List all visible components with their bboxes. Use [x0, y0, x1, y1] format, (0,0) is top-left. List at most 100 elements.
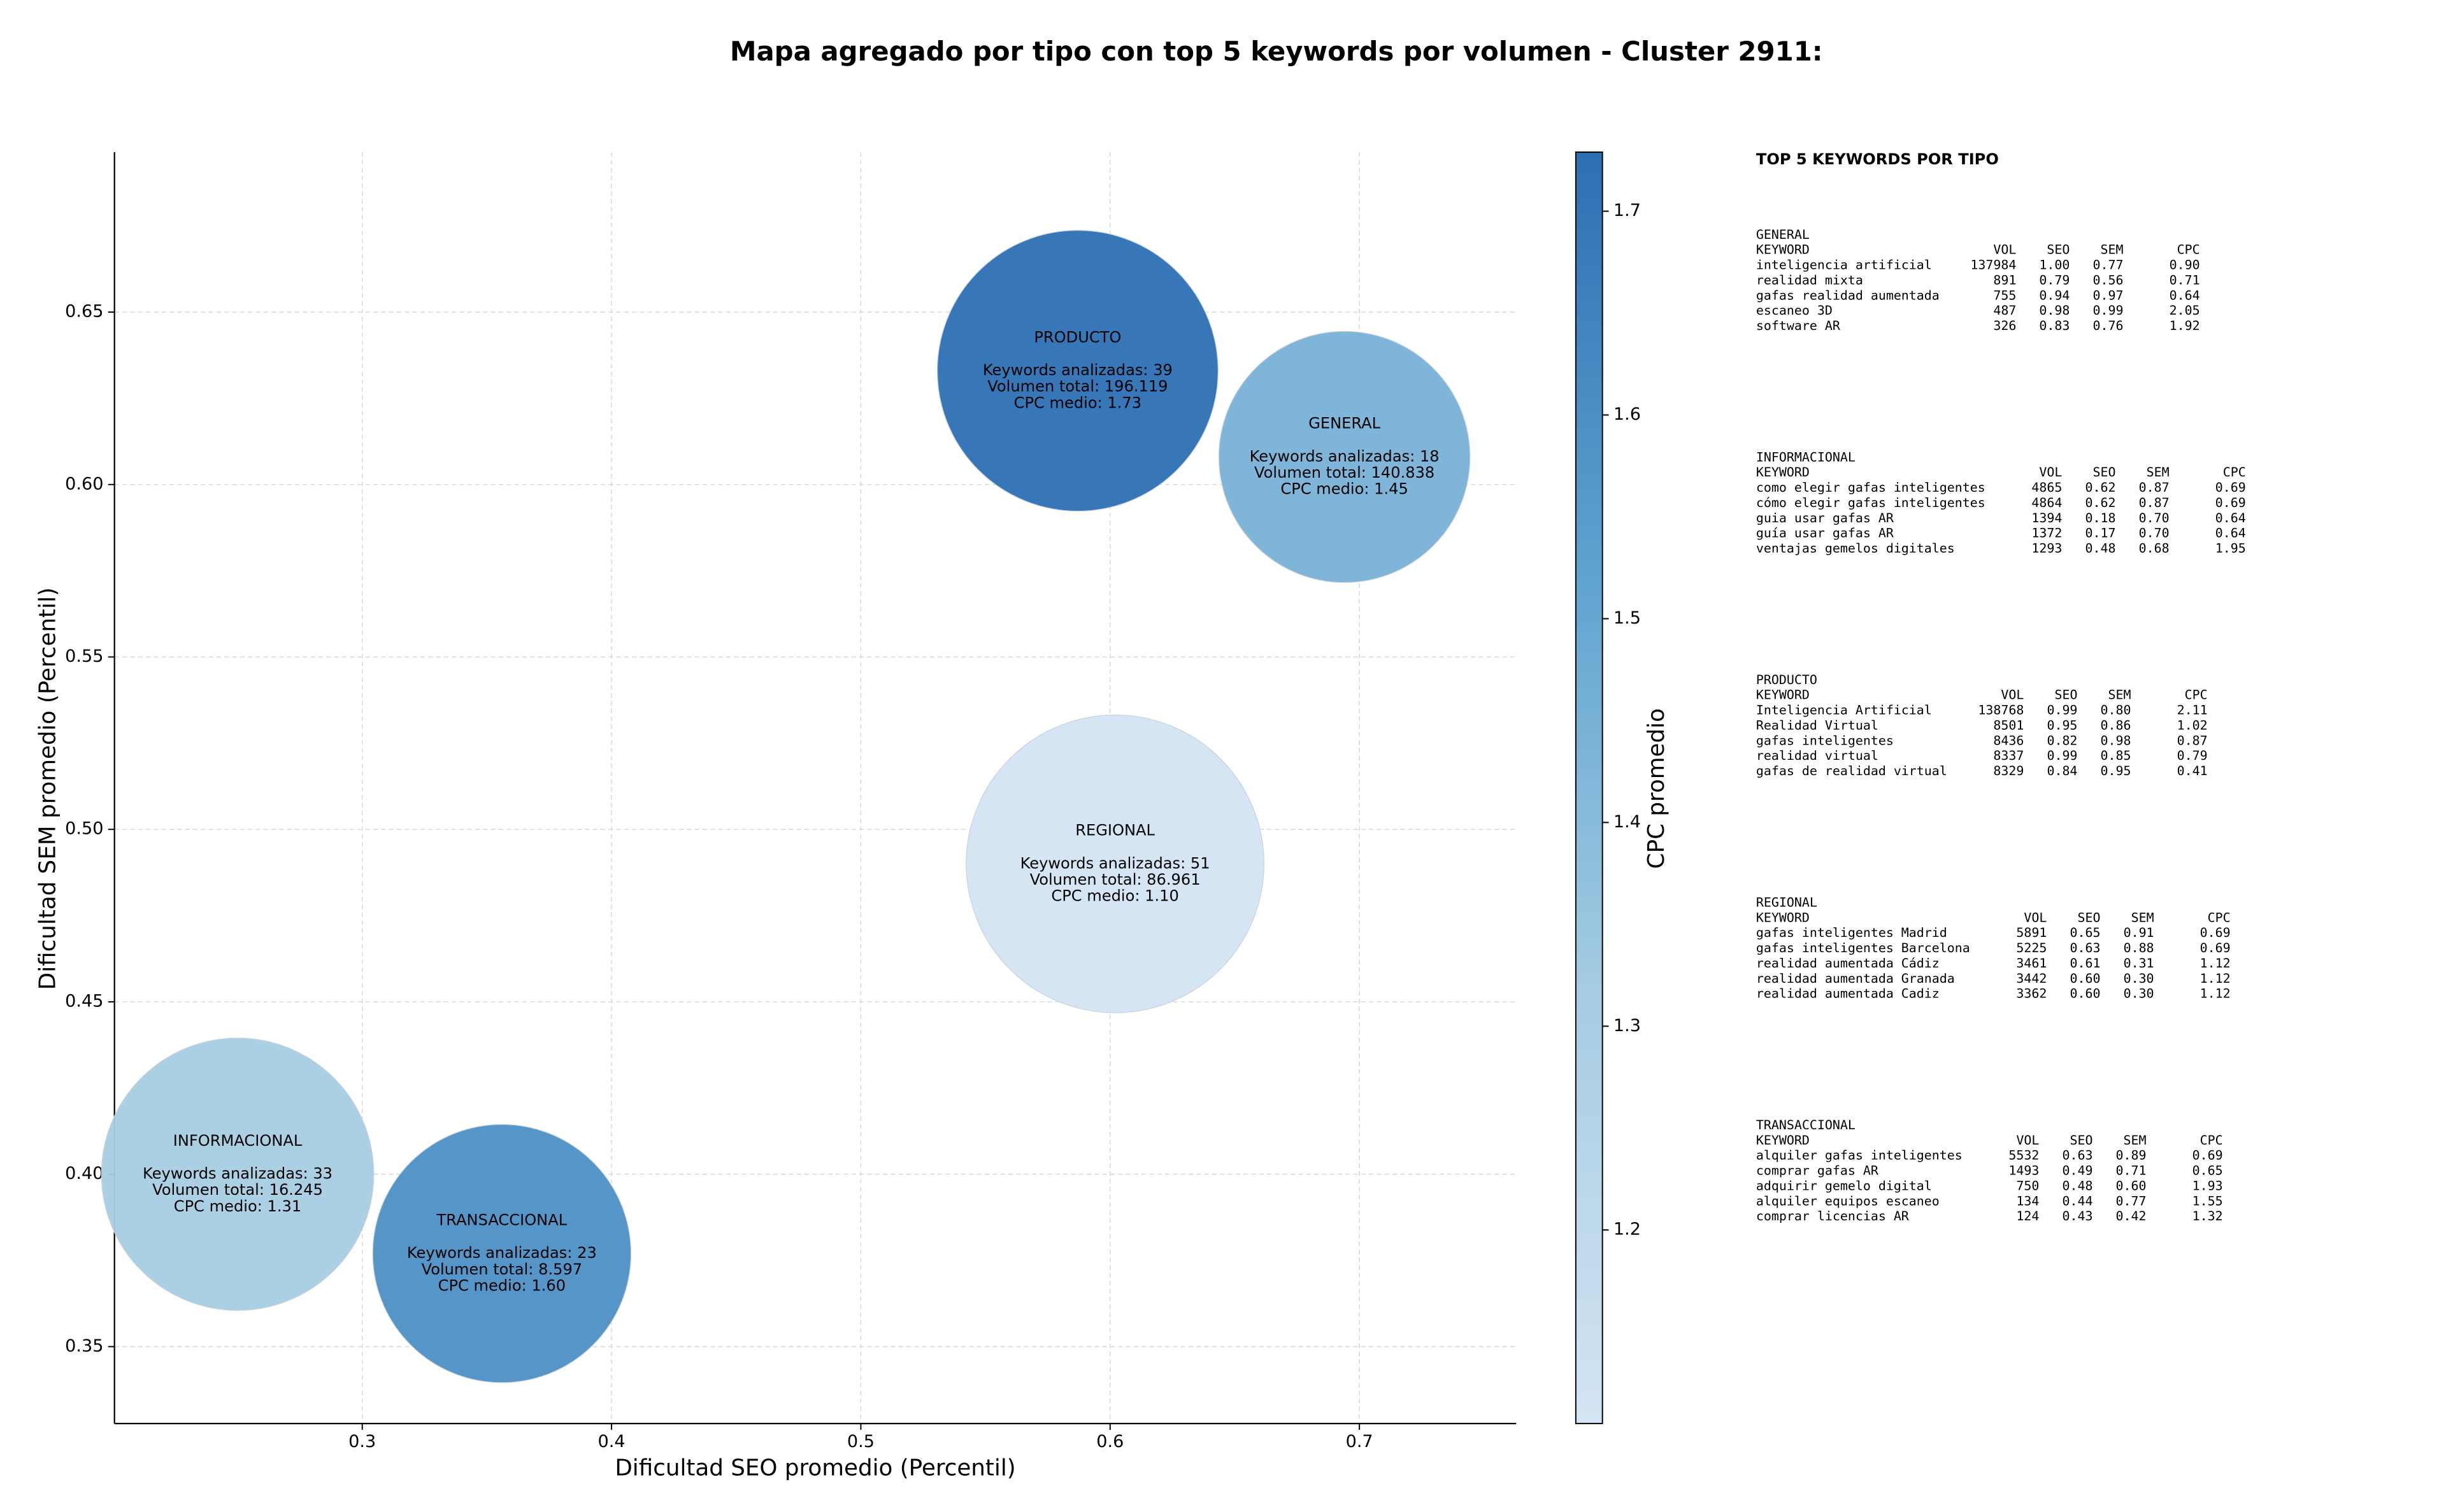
- table-cell: 0.65: [2192, 1164, 2223, 1178]
- table-cell: 1.12: [2200, 987, 2231, 1001]
- table-cell: 0.77: [2093, 258, 2124, 273]
- table-header: SEM: [2101, 243, 2124, 257]
- table-cell: 0.69: [2200, 941, 2231, 955]
- table-header: CPC: [2223, 465, 2246, 480]
- table-cell: Realidad Virtual: [1756, 718, 1878, 732]
- colorbar-label: CPC promedio: [1643, 708, 1670, 869]
- table-cell: 0.63: [2062, 1148, 2092, 1163]
- table-cell: 0.95: [2101, 764, 2131, 778]
- table-header: KEYWORD: [1756, 465, 1810, 480]
- table-cell: 0.94: [2039, 288, 2070, 303]
- y-tick-label: 0.65: [65, 302, 103, 322]
- table-cell: gafas realidad aumentada: [1756, 288, 1940, 303]
- y-axis-label: Dificultad SEM promedio (Percentil): [34, 587, 61, 990]
- table-cell: 0.84: [2047, 764, 2077, 778]
- x-tick-label: 0.5: [847, 1432, 875, 1451]
- table-header: SEM: [2124, 1133, 2147, 1148]
- table-cell: 8436: [1993, 733, 2024, 748]
- table-cell: 0.65: [2070, 925, 2100, 940]
- table-cell: adquirir gemelo digital: [1756, 1178, 1932, 1193]
- bubble-label: PRODUCTO: [1034, 328, 1121, 346]
- table-cell: realidad mixta: [1756, 273, 1863, 287]
- table-cell: guia usar gafas AR: [1756, 511, 1894, 525]
- table-cell: 0.56: [2093, 273, 2124, 287]
- table-title: PRODUCTO: [1756, 673, 1817, 687]
- table-cell: 0.64: [2170, 288, 2200, 303]
- table-header: VOL: [2039, 465, 2062, 480]
- table-cell: 755: [1993, 288, 2016, 303]
- table-cell: 1.32: [2192, 1209, 2223, 1223]
- bubble-annotation: Keywords analizadas: 51: [1020, 854, 1210, 872]
- table-cell: 0.99: [2093, 303, 2124, 318]
- table-cell: 0.90: [2170, 258, 2200, 273]
- colorbar-tick-label: 1.2: [1613, 1220, 1641, 1239]
- table-header: SEO: [2093, 465, 2116, 480]
- table-cell: escaneo 3D: [1756, 303, 1833, 318]
- bubble: [101, 1038, 375, 1311]
- table-cell: gafas inteligentes Barcelona: [1756, 941, 1970, 955]
- bubble-annotation: Keywords analizadas: 33: [143, 1165, 333, 1183]
- table-title: INFORMACIONAL: [1756, 450, 1856, 464]
- table-header: CPC: [2185, 688, 2208, 703]
- table-title: REGIONAL: [1756, 895, 1817, 909]
- table-cell: alquiler gafas inteligentes: [1756, 1148, 1963, 1163]
- table-cell: 8337: [1993, 748, 2024, 763]
- bubble-annotation: Volumen total: 140.838: [1254, 464, 1434, 481]
- y-tick-label: 0.55: [65, 646, 103, 666]
- table-cell: 124: [2016, 1209, 2039, 1223]
- table-cell: 0.63: [2070, 941, 2100, 955]
- colorbar-tick-label: 1.6: [1613, 404, 1641, 424]
- table-cell: 0.87: [2139, 480, 2170, 495]
- colorbar-tick-label: 1.3: [1613, 1016, 1641, 1036]
- table-cell: 8501: [1993, 718, 2024, 732]
- table-header: SEM: [2108, 688, 2131, 703]
- table-cell: comprar gafas AR: [1756, 1164, 1878, 1178]
- table-title: GENERAL: [1756, 227, 1810, 242]
- colorbar-tick-label: 1.5: [1613, 608, 1641, 628]
- y-tick-label: 0.45: [65, 991, 103, 1011]
- table-cell: 0.42: [2116, 1209, 2147, 1223]
- table-header: KEYWORD: [1756, 910, 1810, 925]
- table-header: SEM: [2131, 910, 2154, 925]
- table-header: KEYWORD: [1756, 243, 1810, 257]
- table-cell: gafas inteligentes: [1756, 733, 1894, 748]
- table-header: SEO: [2077, 910, 2100, 925]
- table-cell: 0.87: [2177, 733, 2208, 748]
- bubble-label: INFORMACIONAL: [173, 1132, 303, 1150]
- bubble: [966, 715, 1264, 1013]
- table-cell: 1.93: [2192, 1178, 2223, 1193]
- table-cell: 1.95: [2215, 541, 2246, 556]
- table-cell: 3442: [2016, 971, 2047, 986]
- table-cell: 0.30: [2124, 971, 2154, 986]
- table-cell: 0.17: [2085, 526, 2116, 541]
- table-cell: gafas inteligentes Madrid: [1756, 925, 1947, 940]
- table-cell: 134: [2016, 1194, 2039, 1208]
- y-tick-label: 0.35: [65, 1336, 103, 1356]
- table-cell: 1.00: [2039, 258, 2070, 273]
- table-header: SEO: [2054, 688, 2077, 703]
- table-header: VOL: [1993, 243, 2016, 257]
- table-cell: 1.12: [2200, 971, 2231, 986]
- table-cell: 0.41: [2177, 764, 2208, 778]
- table-cell: 5532: [2008, 1148, 2039, 1163]
- table-cell: 5225: [2016, 941, 2047, 955]
- table-cell: 487: [1993, 303, 2016, 318]
- table-cell: 0.43: [2062, 1209, 2092, 1223]
- table-cell: 0.60: [2070, 971, 2100, 986]
- table-header: CPC: [2200, 1133, 2223, 1148]
- table-cell: 0.69: [2200, 925, 2231, 940]
- table-cell: 0.48: [2085, 541, 2116, 556]
- colorbar-tick-label: 1.4: [1613, 812, 1641, 832]
- table-cell: 1.55: [2192, 1194, 2223, 1208]
- table-cell: 0.18: [2085, 511, 2116, 525]
- table-cell: 0.31: [2124, 956, 2154, 971]
- table-cell: 2.11: [2177, 703, 2208, 718]
- table-cell: guía usar gafas AR: [1756, 526, 1894, 541]
- table-cell: comprar licencias AR: [1756, 1209, 1909, 1223]
- table-cell: 750: [2016, 1178, 2039, 1193]
- table-cell: 0.83: [2039, 318, 2070, 333]
- x-tick-label: 0.7: [1346, 1432, 1373, 1451]
- table-cell: 0.99: [2047, 703, 2077, 718]
- y-tick-label: 0.50: [65, 819, 103, 839]
